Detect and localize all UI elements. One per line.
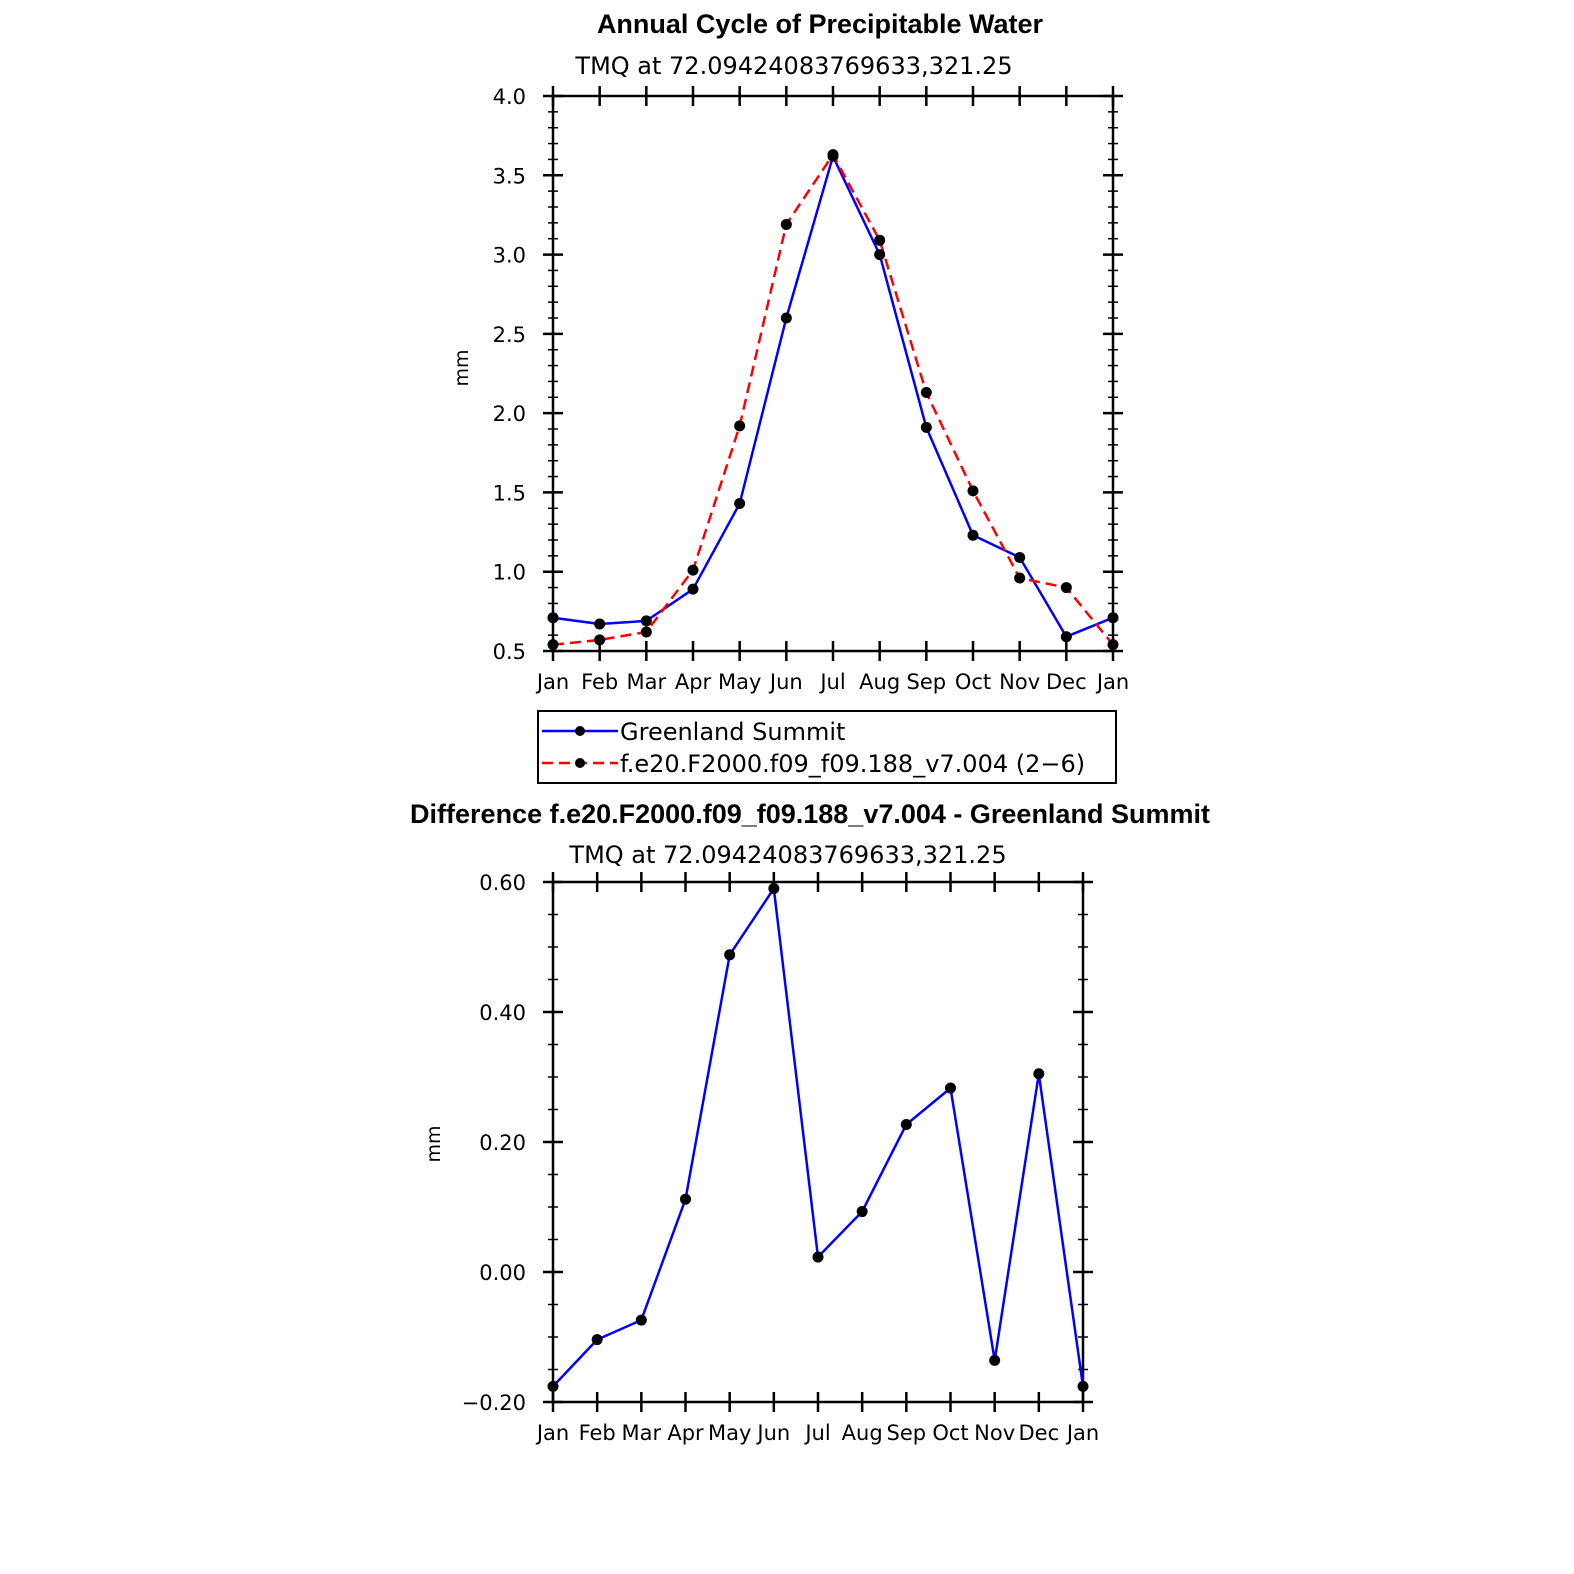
y-axis-label: mm — [451, 349, 473, 386]
data-point-0 — [724, 949, 736, 961]
data-point-0 — [945, 1082, 956, 1094]
data-point-0 — [594, 618, 606, 630]
data-point-1 — [1060, 582, 1072, 594]
x-tick-label: Mar — [627, 670, 667, 694]
data-point-0 — [812, 1251, 824, 1263]
data-point-1 — [920, 387, 932, 399]
y-axis-label: mm — [423, 1125, 445, 1162]
plot-frame — [551, 94, 1115, 653]
data-point-0 — [547, 1380, 559, 1392]
data-point-0 — [900, 1118, 912, 1130]
legend: Greenland Summit f.e20.F2000.f09_f09.188… — [537, 710, 1117, 784]
chart-title: Difference f.e20.F2000.f09_f09.188_v7.00… — [410, 799, 1210, 829]
data-point-1 — [1014, 572, 1026, 584]
data-point-0 — [920, 421, 932, 433]
x-tick-label: Sep — [907, 670, 947, 694]
data-point-0 — [547, 612, 559, 624]
data-point-0 — [1077, 1380, 1089, 1392]
series-line-0 — [552, 155, 1114, 638]
x-tick-label: Mar — [622, 1421, 662, 1445]
x-tick-label: Nov — [974, 1421, 1015, 1445]
x-tick-label: Apr — [667, 1421, 704, 1445]
y-tick-label: 1.0 — [493, 561, 526, 585]
plot-area: Jan Feb Mar Apr May Jun Jul Aug Sep Oct Nov Dec Jan−… — [462, 871, 1100, 1445]
x-tick-label: Feb — [579, 1421, 616, 1445]
data-point-0 — [1014, 551, 1026, 563]
data-point-1 — [734, 420, 746, 432]
x-tick-label: Jun — [755, 1421, 790, 1445]
data-point-0 — [680, 1193, 691, 1205]
x-tick-label: Apr — [675, 670, 712, 694]
y-tick-label: 0.00 — [479, 1261, 526, 1285]
y-tick-label: 0.40 — [479, 1001, 526, 1025]
data-point-1 — [1107, 639, 1119, 651]
x-tick-label: Jan — [1065, 1421, 1099, 1445]
x-tick-label: May — [718, 670, 761, 694]
x-tick-label: Feb — [581, 670, 618, 694]
data-point-0 — [874, 249, 886, 261]
y-tick-label: −0.20 — [462, 1391, 526, 1415]
data-point-0 — [1033, 1068, 1045, 1080]
legend-box — [537, 710, 1117, 784]
data-point-0 — [635, 1314, 647, 1326]
data-point-0 — [780, 312, 792, 324]
data-point-0 — [687, 583, 699, 595]
x-tick-label: Nov — [999, 670, 1040, 694]
data-point-0 — [640, 615, 652, 627]
x-tick-label: Jul — [803, 1421, 830, 1445]
legend-marker-greenland-summit — [575, 726, 585, 736]
series-line-0 — [552, 887, 1085, 1388]
y-tick-label: 2.0 — [493, 402, 526, 426]
x-tick-label: Jun — [768, 670, 803, 694]
x-tick-label: Oct — [955, 670, 991, 694]
x-tick-label: Aug — [842, 1421, 883, 1445]
data-point-0 — [768, 883, 780, 894]
y-tick-label: 0.20 — [479, 1131, 526, 1155]
y-tick-label: 3.5 — [493, 164, 526, 188]
x-tick-label: Dec — [1046, 670, 1087, 694]
data-point-0 — [856, 1206, 868, 1218]
data-point-1 — [547, 639, 559, 651]
chart-title: Annual Cycle of Precipitable Water — [597, 9, 1044, 39]
legend-label-model: f.e20.F2000.f09_f09.188_v7.004 (2−6) — [620, 750, 1085, 778]
data-point-1 — [640, 626, 652, 638]
y-tick-label: 1.5 — [493, 481, 526, 505]
annual-cycle-chart: Annual Cycle of Precipitable Water TMQ a… — [451, 9, 1130, 784]
x-tick-label: Aug — [859, 670, 900, 694]
y-tick-label: 3.0 — [493, 244, 526, 268]
y-tick-label: 4.0 — [493, 85, 526, 109]
data-point-1 — [594, 634, 606, 646]
data-point-0 — [1060, 631, 1072, 643]
legend-marker-model — [575, 758, 585, 768]
y-tick-label: 2.5 — [493, 323, 526, 347]
data-point-0 — [591, 1334, 603, 1346]
x-tick-label: Dec — [1019, 1421, 1060, 1445]
x-tick-label: Jan — [1095, 670, 1129, 694]
y-tick-label: 0.60 — [479, 871, 526, 895]
x-tick-label: Oct — [932, 1421, 968, 1445]
chart-subtitle: TMQ at 72.09424083769633,321.25 — [568, 841, 1006, 869]
plot-area: Jan Feb Mar Apr May Jun Jul Aug Sep Oct Nov Dec Jan 0… — [493, 85, 1130, 694]
data-point-0 — [989, 1354, 1001, 1366]
x-tick-label: Jan — [535, 1421, 569, 1445]
y-tick-label: 0.5 — [493, 640, 526, 664]
data-point-0 — [734, 498, 746, 510]
x-tick-label: May — [708, 1421, 751, 1445]
difference-chart: Difference f.e20.F2000.f09_f09.188_v7.00… — [410, 799, 1210, 1445]
data-point-1 — [687, 564, 699, 576]
x-tick-label: Jul — [818, 670, 845, 694]
x-tick-label: Jan — [535, 670, 569, 694]
data-point-0 — [1107, 612, 1119, 624]
x-tick-label: Sep — [887, 1421, 927, 1445]
data-point-1 — [827, 149, 839, 161]
data-point-0 — [967, 529, 979, 541]
legend-label-greenland-summit: Greenland Summit — [620, 718, 845, 746]
chart-subtitle: TMQ at 72.09424083769633,321.25 — [574, 52, 1012, 80]
data-point-1 — [874, 234, 886, 246]
data-point-1 — [780, 218, 792, 230]
data-point-1 — [967, 485, 979, 497]
